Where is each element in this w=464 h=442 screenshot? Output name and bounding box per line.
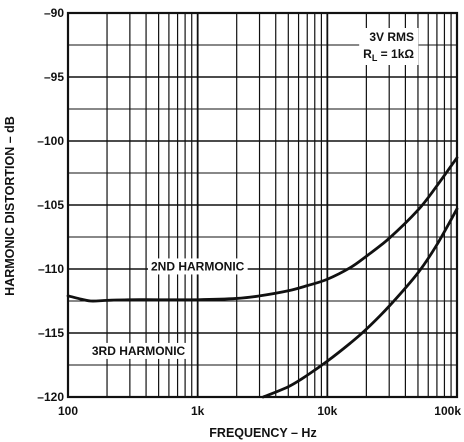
series-label-background	[88, 342, 189, 359]
series-labels: 2ND HARMONIC 3RD HARMONIC	[88, 258, 248, 359]
y-tick-label: –120	[37, 390, 64, 404]
grid-lines	[67, 12, 458, 398]
data-curves	[66, 156, 459, 399]
annotation-background	[359, 28, 419, 65]
series-3rd-harmonic-line	[261, 207, 459, 399]
x-tick-label: 1k	[191, 404, 205, 418]
x-axis-label: FREQUENCY – Hz	[209, 426, 316, 440]
x-tick-label: 100	[58, 404, 78, 418]
y-tick-label: –105	[37, 198, 64, 212]
series-2nd-harmonic-line	[66, 156, 459, 303]
y-tick-label: –110	[38, 262, 64, 276]
series-label-2nd-harmonic: 2ND HARMONIC	[151, 259, 245, 273]
y-tick-label: –90	[44, 6, 64, 20]
x-tick-label: 100k	[434, 404, 461, 418]
annotation-load-value: = 1kΩ	[377, 47, 414, 61]
y-tick-labels: –90 –95 –100 –105 –110 –115 –120	[37, 6, 64, 404]
y-tick-label: –115	[38, 326, 64, 340]
x-tick-labels: 100 1k 10k 100k	[58, 404, 461, 418]
series-label-3rd-harmonic: 3RD HARMONIC	[92, 344, 186, 358]
annotation-load-subscript: L	[372, 53, 378, 63]
plot-frame	[66, 11, 459, 399]
annotation-load: RL = 1kΩ	[363, 47, 414, 63]
y-axis-label: HARMONIC DISTORTION – dB	[3, 116, 17, 296]
y-tick-label: –100	[37, 134, 64, 148]
y-tick-label: –95	[44, 70, 64, 84]
annotation-voltage: 3V RMS	[369, 30, 414, 44]
series-label-background	[147, 258, 248, 275]
x-tick-label: 10k	[317, 404, 337, 418]
annotation-load-prefix: R	[363, 47, 372, 61]
